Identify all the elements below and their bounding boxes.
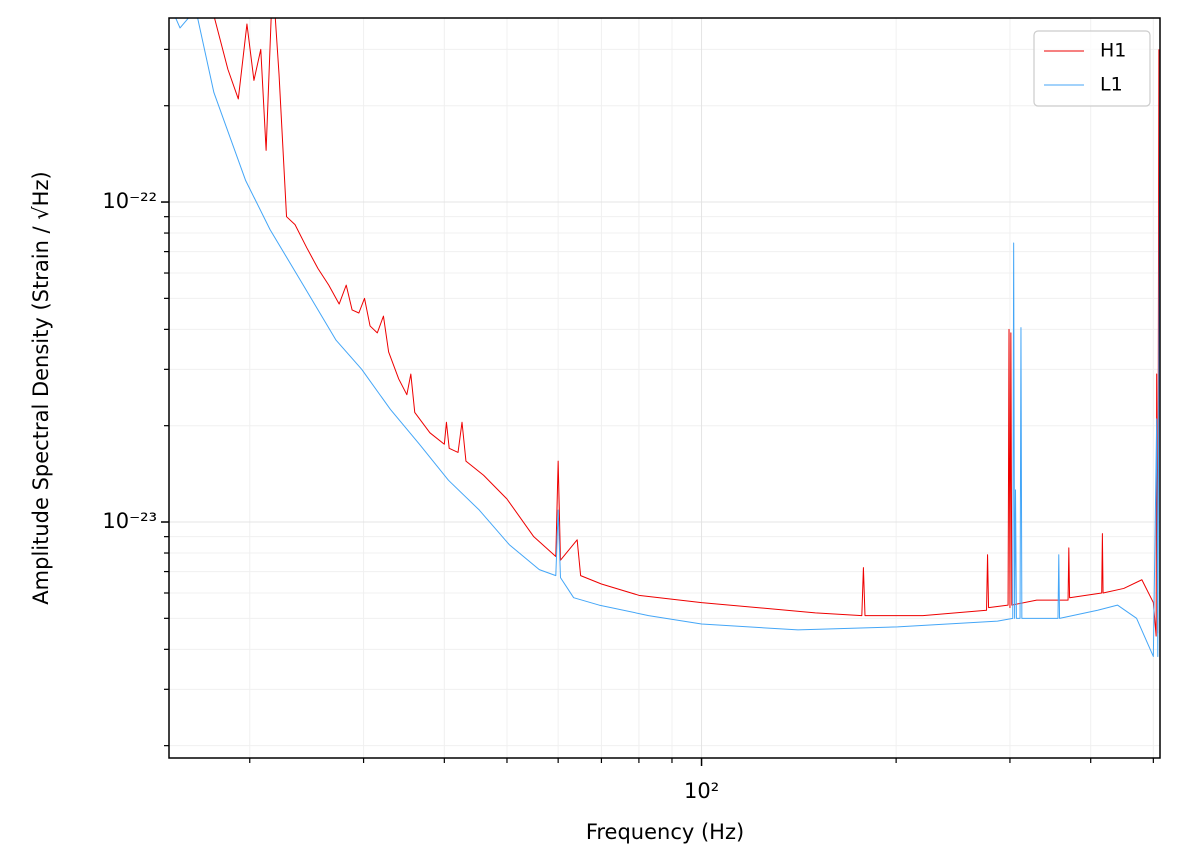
series-line	[213, 18, 1160, 637]
legend-box	[1033, 30, 1151, 107]
legend-label: H1	[1100, 40, 1126, 62]
legend: H1 L1	[1033, 30, 1151, 107]
series-line	[175, 18, 1160, 657]
grid	[169, 18, 1160, 758]
x-tick-label: 10²	[684, 779, 719, 803]
ticks: 10² 10⁻²³ 10⁻²²	[102, 48, 1154, 803]
plot-lines	[175, 18, 1160, 657]
y-tick-label: 10⁻²³	[102, 509, 157, 533]
y-axis-label: Amplitude Spectral Density (Strain / √Hz…	[29, 171, 53, 604]
legend-label: L1	[1100, 74, 1123, 96]
plot-frame	[168, 17, 1161, 759]
x-axis-label: Frequency (Hz)	[586, 820, 744, 844]
y-tick-label: 10⁻²²	[102, 189, 157, 213]
